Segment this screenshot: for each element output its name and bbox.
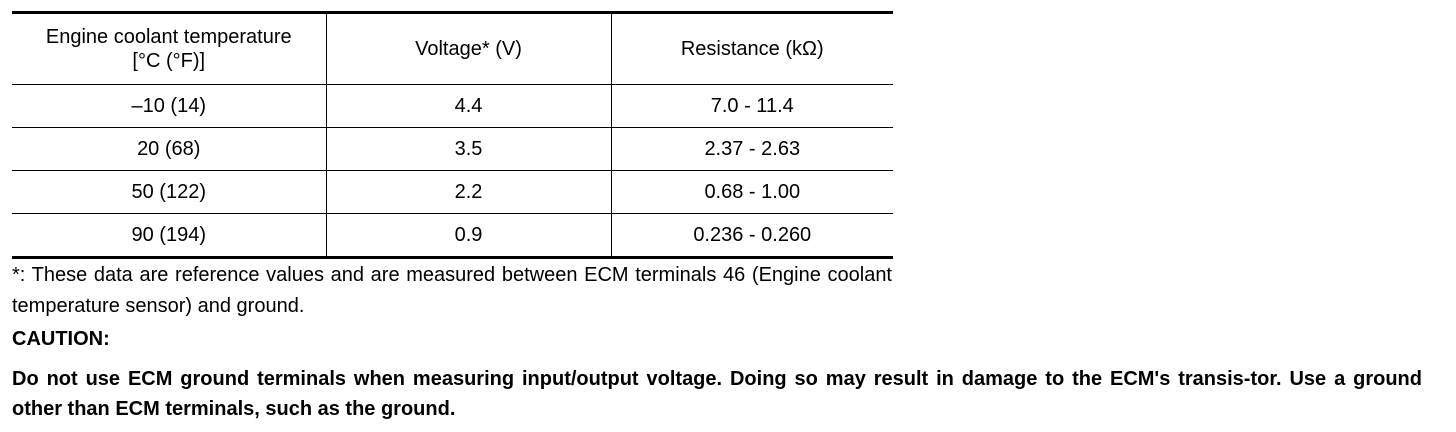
table-cell: 90 (194) — [12, 213, 327, 258]
table-cell: 2.37 - 2.63 — [610, 127, 893, 171]
table-cell: 7.0 - 11.4 — [610, 84, 893, 128]
table-cell: –10 (14) — [12, 84, 327, 128]
table-cell: 4.4 — [325, 84, 612, 128]
table-cell: 2.2 — [325, 170, 612, 214]
table-cell: 0.236 - 0.260 — [610, 213, 893, 258]
table-row: 50 (122) 2.2 0.68 - 1.00 — [12, 170, 893, 214]
caution-text: Do not use ECM ground terminals when mea… — [12, 368, 1422, 420]
header-row: Engine coolant temperature [°C (°F)] Vol… — [12, 12, 893, 85]
table-cell: 0.9 — [325, 213, 612, 258]
header-cell: Resistance (kΩ) — [610, 12, 893, 85]
table-cell: 20 (68) — [12, 127, 327, 171]
header-cell: Engine coolant temperature [°C (°F)] — [12, 12, 327, 85]
table-body: –10 (14) 4.4 7.0 - 11.4 20 (68) 3.5 2.37 - 2.… — [12, 84, 893, 258]
table-cell: 3.5 — [325, 127, 612, 171]
header-cell: Voltage* (V) — [325, 12, 612, 85]
table-cell: 0.68 - 1.00 — [610, 170, 893, 214]
table-row: 90 (194) 0.9 0.236 - 0.260 — [12, 213, 893, 258]
footnote: *: These data are reference values and a… — [12, 264, 892, 317]
table-row: 20 (68) 3.5 2.37 - 2.63 — [12, 127, 893, 171]
table-cell: 50 (122) — [12, 170, 327, 214]
table-row: –10 (14) 4.4 7.0 - 11.4 — [12, 84, 893, 128]
caution-heading: CAUTION: — [12, 328, 110, 350]
data-table: Engine coolant temperature [°C (°F)] Vol… — [12, 11, 893, 259]
